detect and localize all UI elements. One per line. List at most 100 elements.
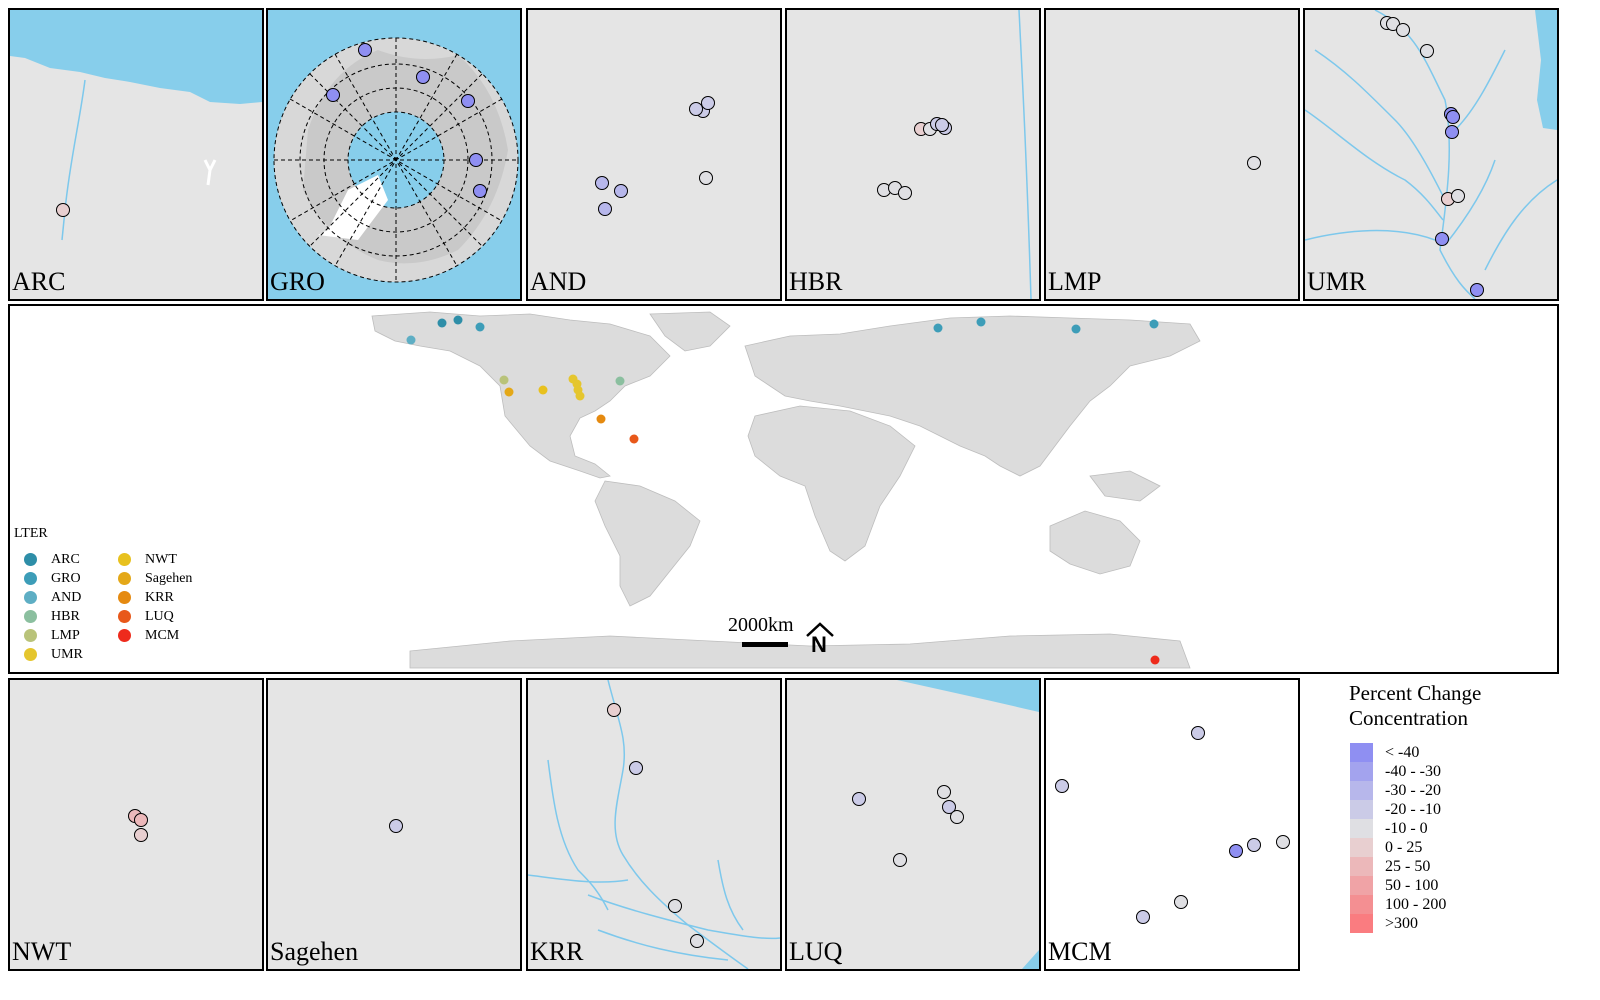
- percent-change-label: >300: [1385, 915, 1419, 932]
- lter-legend-label: AND: [51, 590, 82, 605]
- world-map: [371, 311, 1201, 669]
- lter-site-dot: [629, 434, 639, 444]
- site-point: [690, 934, 704, 948]
- site-point: [1446, 110, 1460, 124]
- hbr-map: [877, 10, 1032, 299]
- site-point: [461, 94, 475, 108]
- lter-legend-dot: [24, 572, 37, 586]
- panel-label-hbr: HBR: [789, 267, 843, 296]
- site-point: [893, 853, 907, 867]
- africa-shape: [747, 405, 916, 562]
- percent-change-label: -10 - 0: [1385, 820, 1428, 837]
- australia-shape: [1049, 510, 1141, 575]
- site-point: [56, 203, 70, 217]
- site-panel-luq: LUQ: [785, 678, 1041, 971]
- lter-site-dot: [1071, 324, 1081, 334]
- site-point: [950, 810, 964, 824]
- lter-legend-item: UMR: [24, 646, 83, 664]
- lter-legend-item: GRO: [24, 570, 81, 588]
- lter-legend-label: MCM: [145, 628, 180, 643]
- site-panel-gro: GRO: [266, 8, 522, 301]
- luq-map: [852, 680, 1039, 969]
- lmp-map: [1247, 156, 1261, 170]
- site-panel-hbr: HBR: [785, 8, 1041, 301]
- site-panel-mcm: MCM: [1044, 678, 1300, 971]
- site-point: [598, 202, 612, 216]
- percent-change-label: 25 - 50: [1385, 858, 1431, 875]
- site-panel-nwt: NWT: [8, 678, 264, 971]
- lter-site-dots: [406, 315, 1160, 665]
- lter-legend-item: Sagehen: [118, 570, 192, 588]
- percent-change-title-2: Concentration: [1349, 706, 1468, 730]
- percent-change-swatch: [1350, 819, 1373, 838]
- lter-legend-dot: [118, 591, 131, 605]
- site-point: [614, 184, 628, 198]
- site-point: [1136, 910, 1150, 924]
- greenland-shape: [649, 311, 731, 352]
- site-point: [701, 96, 715, 110]
- site-point: [1445, 125, 1459, 139]
- site-point: [358, 43, 372, 57]
- lter-legend-item: LUQ: [118, 608, 174, 626]
- lter-legend-item: ARC: [24, 551, 80, 569]
- lter-legend-item: KRR: [118, 589, 174, 607]
- north-america-shape: [371, 311, 671, 479]
- lter-legend-dot: [118, 610, 131, 624]
- lter-legend-label: NWT: [145, 552, 177, 567]
- nwt-points: [128, 809, 148, 842]
- lter-legend-dot: [24, 610, 37, 624]
- percent-change-label: 0 - 25: [1385, 839, 1423, 856]
- antarctica-shape: [409, 633, 1191, 669]
- lter-legend-item: NWT: [118, 551, 177, 569]
- lter-site-dot: [976, 317, 986, 327]
- percent-change-swatch: [1350, 857, 1373, 876]
- site-point: [1396, 23, 1410, 37]
- site-point: [1247, 156, 1261, 170]
- site-point: [469, 153, 483, 167]
- lter-legend-label: Sagehen: [145, 571, 193, 586]
- site-point: [1229, 844, 1243, 858]
- percent-change-label: < -40: [1385, 744, 1420, 761]
- lter-site-dot: [538, 385, 548, 395]
- percent-change-label: -20 - -10: [1385, 801, 1441, 818]
- scale-bar: [742, 622, 834, 647]
- and-points: [595, 96, 715, 216]
- krr-points: [607, 703, 704, 948]
- site-point: [935, 118, 949, 132]
- site-point: [668, 899, 682, 913]
- lter-site-dot: [499, 375, 509, 385]
- eurasia-shape: [744, 315, 1201, 477]
- umr-map: [1305, 10, 1557, 299]
- gro-polar-map: [273, 37, 519, 283]
- indonesia-shape: [1089, 470, 1161, 502]
- panel-label-lmp: LMP: [1048, 267, 1102, 296]
- site-point: [942, 800, 956, 814]
- site-point: [134, 828, 148, 842]
- site-panel-arc: ARC: [8, 8, 264, 301]
- site-point: [389, 819, 403, 833]
- panel-label-krr: KRR: [530, 937, 584, 966]
- mcm-map: [1055, 726, 1290, 924]
- lter-legend-dot: [118, 553, 131, 567]
- lter-legend-dot: [24, 629, 37, 643]
- site-point: [898, 186, 912, 200]
- percent-change-label: -40 - -30: [1385, 763, 1441, 780]
- site-point: [1247, 838, 1261, 852]
- north-arrow-icon: [806, 622, 834, 637]
- mcm-points: [1055, 726, 1290, 924]
- site-point: [699, 171, 713, 185]
- lter-legend-dot: [118, 629, 131, 643]
- percent-change-swatch: [1350, 800, 1373, 819]
- site-point: [1174, 895, 1188, 909]
- panel-label-nwt: NWT: [12, 937, 72, 966]
- site-point: [416, 70, 430, 84]
- percent-change-swatch: [1350, 743, 1373, 762]
- umr-points: [1380, 16, 1484, 297]
- site-point: [473, 184, 487, 198]
- percent-change-swatch: [1350, 838, 1373, 857]
- site-point: [607, 703, 621, 717]
- panel-label-umr: UMR: [1307, 267, 1367, 296]
- site-point: [937, 785, 951, 799]
- lmp-points: [1247, 156, 1261, 170]
- panel-label-mcm: MCM: [1048, 937, 1112, 966]
